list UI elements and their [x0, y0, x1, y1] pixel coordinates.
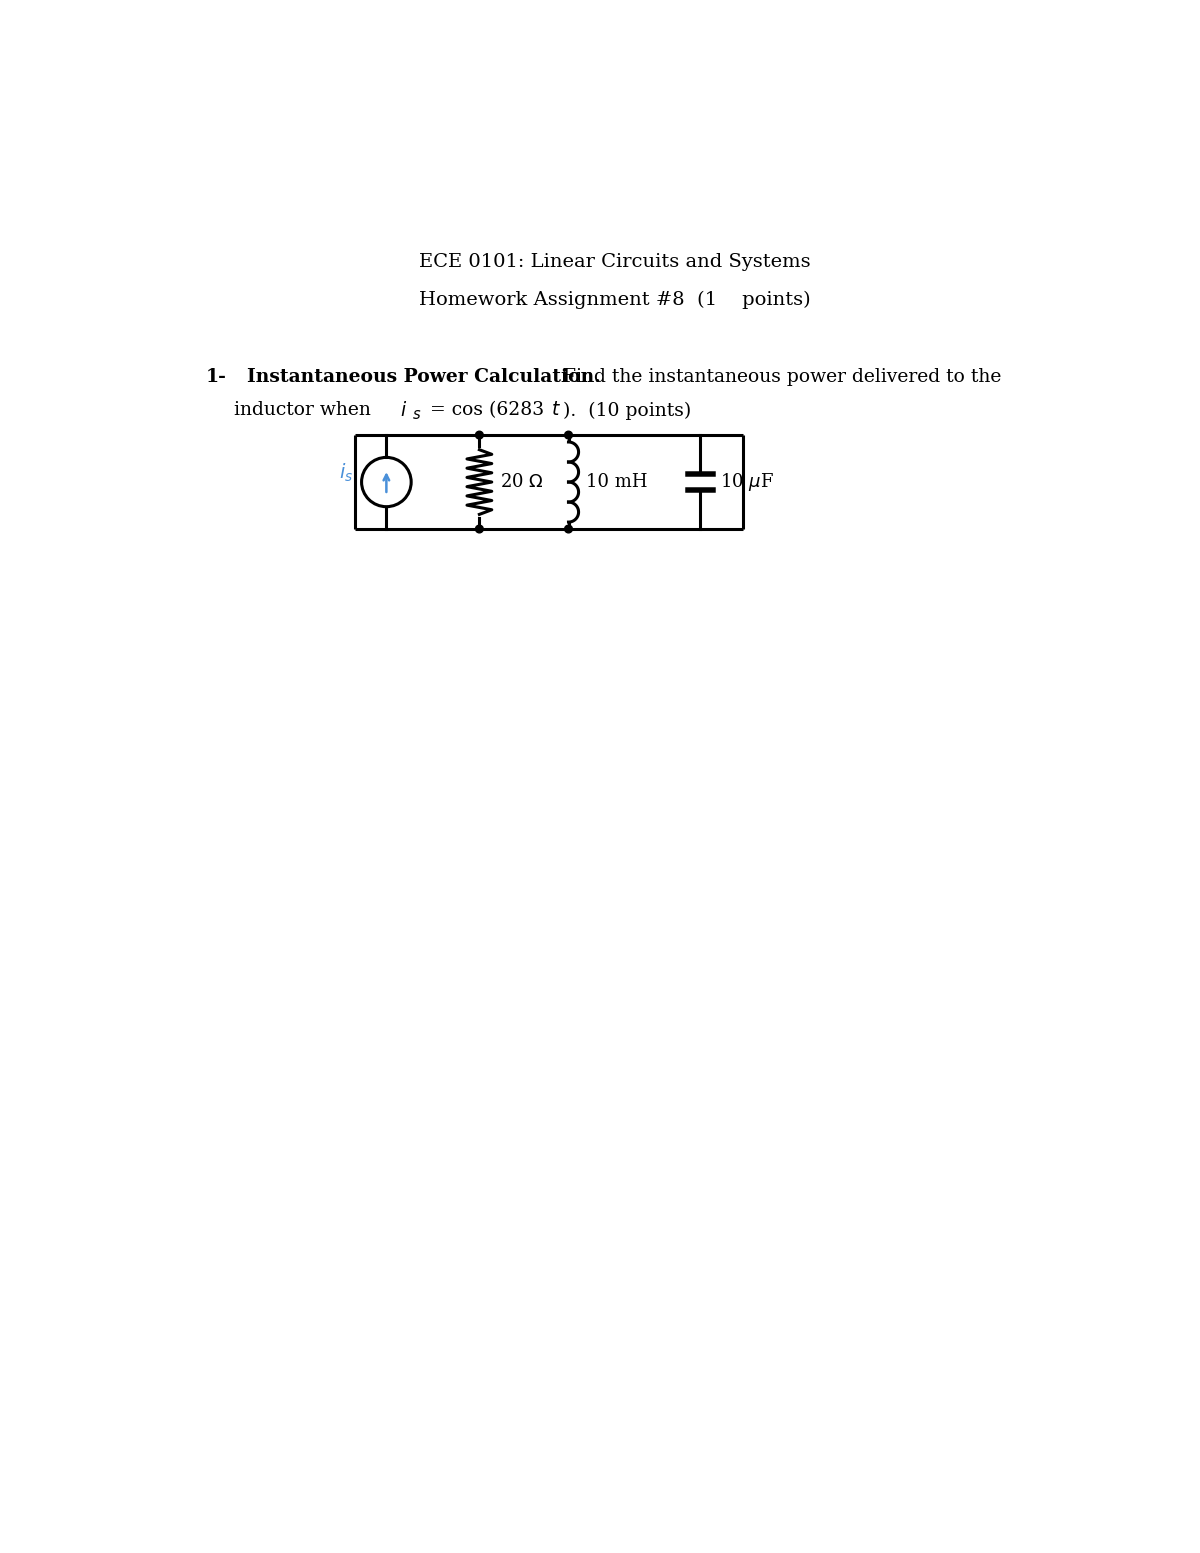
Text: $s$: $s$ [412, 408, 421, 422]
Text: 10 $\mu$F: 10 $\mu$F [720, 471, 774, 492]
Text: = cos (6283: = cos (6283 [425, 401, 551, 419]
Text: 10 mH: 10 mH [586, 474, 647, 491]
Text: 1-: 1- [206, 368, 227, 387]
Text: Find the instantaneous power delivered to the: Find the instantaneous power delivered t… [552, 368, 1002, 387]
Text: $i$: $i$ [400, 401, 407, 419]
Circle shape [565, 432, 572, 439]
Text: Homework Assignment #8  (1    points): Homework Assignment #8 (1 points) [419, 292, 811, 309]
Text: ).  (10 points): ). (10 points) [563, 401, 691, 419]
Text: ECE 0101: Linear Circuits and Systems: ECE 0101: Linear Circuits and Systems [419, 253, 811, 270]
Circle shape [565, 525, 572, 533]
Text: $i_s$: $i_s$ [338, 461, 353, 485]
Text: 20 $\Omega$: 20 $\Omega$ [500, 474, 544, 491]
Circle shape [475, 525, 484, 533]
Text: Instantaneous Power Calculation.: Instantaneous Power Calculation. [234, 368, 600, 387]
Text: inductor when: inductor when [234, 401, 377, 419]
Circle shape [475, 432, 484, 439]
Text: $t$: $t$ [551, 401, 560, 419]
